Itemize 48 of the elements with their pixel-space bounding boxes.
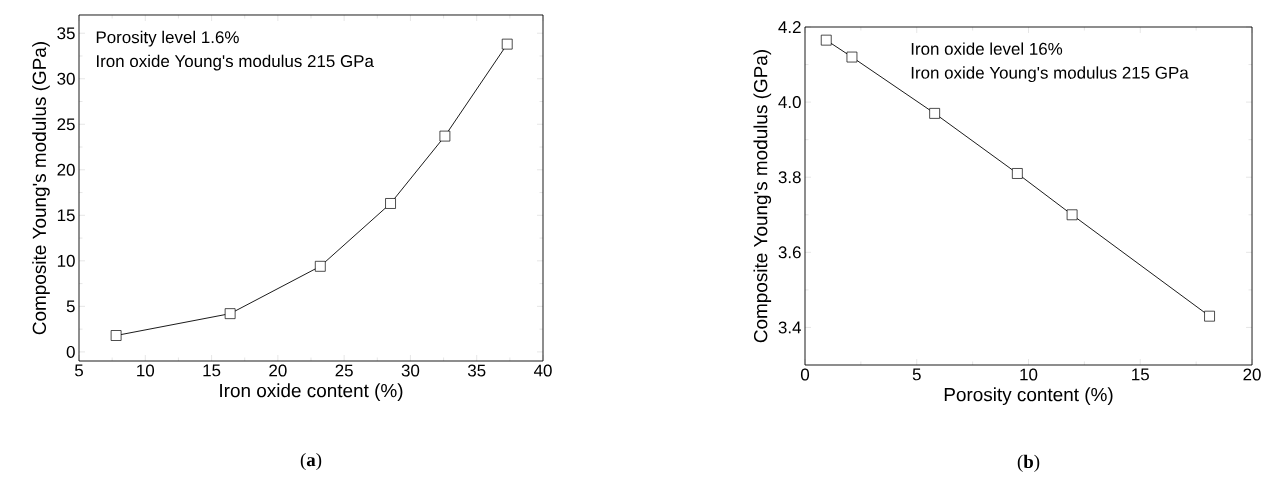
point xyxy=(1011,168,1023,179)
y-tick-label: 25 xyxy=(57,118,75,131)
x-tick-label: 10 xyxy=(1020,368,1038,381)
x-tick-label: 15 xyxy=(203,364,221,377)
y-tick-label: 4.0 xyxy=(778,96,801,109)
point xyxy=(501,38,513,50)
annotation: Iron oxide Young's modulus 215 GPa xyxy=(97,54,374,71)
x-tick-label: 30 xyxy=(401,364,420,377)
point xyxy=(110,330,122,341)
x-tick-label: 25 xyxy=(335,364,353,377)
x-tick-label: 0 xyxy=(800,368,810,381)
point xyxy=(439,130,451,142)
annotation: Iron oxide level 16% xyxy=(911,42,1063,55)
x-tick-label: 5 xyxy=(912,368,921,381)
x-tick-label: 15 xyxy=(1132,368,1149,381)
y-tick-label: 30 xyxy=(57,72,75,85)
x-axis-title: Porosity content (%) xyxy=(944,387,1113,405)
y-tick-label: 15 xyxy=(57,209,75,222)
y-tick-label: 35 xyxy=(57,27,75,40)
x-axis-title: Iron oxide content (%) xyxy=(220,383,403,401)
y-axis-title: Composite Young's modulus (GPa) xyxy=(32,42,50,335)
x-tick-label: 20 xyxy=(269,364,287,377)
x-tick-label: 5 xyxy=(74,364,83,377)
y-tick-label: 3.6 xyxy=(778,246,801,259)
y-tick-label: 20 xyxy=(57,163,75,176)
point xyxy=(224,308,236,319)
point xyxy=(929,108,940,119)
point xyxy=(1204,310,1215,322)
text: (a) xyxy=(300,452,322,471)
y-tick-label: 3.4 xyxy=(778,321,801,334)
point xyxy=(314,260,326,272)
x-tick-label: 20 xyxy=(1243,368,1261,381)
x-tick-label: 35 xyxy=(467,364,486,377)
y-tick-label: 10 xyxy=(57,254,75,267)
y-tick-label: 4.2 xyxy=(778,21,801,33)
x-tick-label: 10 xyxy=(137,364,155,377)
x-tick-label: 40 xyxy=(533,364,552,377)
y-tick-label: 0 xyxy=(66,345,75,358)
point xyxy=(846,51,858,63)
annotation: Iron oxide Young's modulus 215 GPa xyxy=(911,66,1189,83)
point xyxy=(820,34,832,46)
y-axis-title: Composite Young's modulus (GPa) xyxy=(753,50,772,343)
annotation: Porosity level 1.6% xyxy=(96,30,239,47)
y-tick-label: 5 xyxy=(66,300,75,313)
text: (b) xyxy=(1017,454,1040,472)
y-tick-label: 3.8 xyxy=(778,171,801,184)
point xyxy=(1066,209,1078,221)
point xyxy=(385,198,396,209)
